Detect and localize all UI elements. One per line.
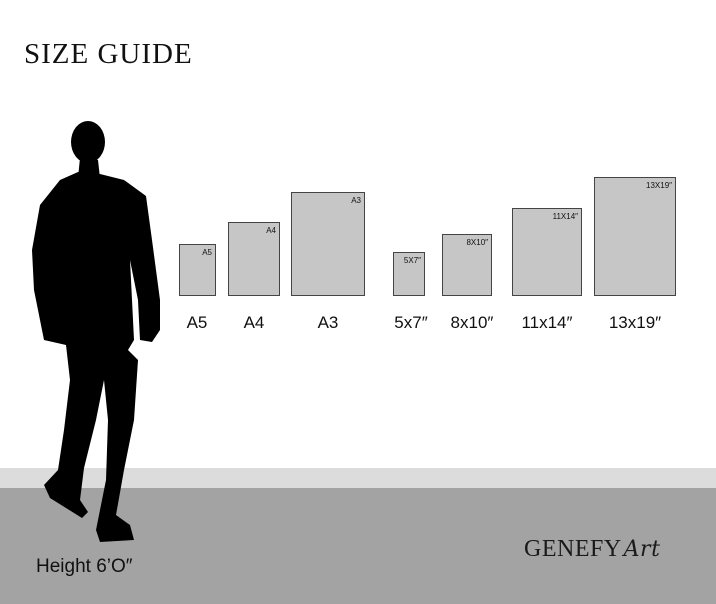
frame-inner-label: 5X7″ <box>403 256 421 265</box>
logo-main: GENEFY <box>524 536 622 562</box>
frame-13x19: 13X19″ <box>594 177 676 296</box>
frame-11x14: 11X14″ <box>512 208 582 296</box>
frame-inner-label: 13X19″ <box>646 181 672 190</box>
page-title: SIZE GUIDE <box>24 38 193 70</box>
wall-baseboard <box>0 468 716 488</box>
frame-a3: A3 <box>291 192 365 296</box>
frame-inner-label: A5 <box>202 248 212 257</box>
size-label-a3: A3 <box>317 313 339 332</box>
size-label-a4: A4 <box>243 313 265 332</box>
size-label-13x19: 13x19″ <box>608 313 662 332</box>
floor <box>0 488 716 604</box>
brand-logo: GENEFYArt <box>524 536 660 563</box>
size-label-5x7: 5x7″ <box>394 313 428 332</box>
frame-a5: A5 <box>179 244 216 296</box>
frame-8x10: 8X10″ <box>442 234 492 296</box>
logo-script: Art <box>623 537 661 562</box>
size-label-a5: A5 <box>186 313 208 332</box>
frame-5x7: 5X7″ <box>393 252 425 296</box>
frame-inner-label: A4 <box>266 226 276 235</box>
frame-inner-label: A3 <box>351 196 361 205</box>
size-label-11x14: 11x14″ <box>521 313 573 332</box>
size-label-8x10: 8x10″ <box>450 313 494 332</box>
frame-a4: A4 <box>228 222 280 296</box>
height-label: Height 6’O″ <box>36 556 133 577</box>
frame-inner-label: 8X10″ <box>466 238 488 247</box>
frame-inner-label: 11X14″ <box>552 212 578 221</box>
